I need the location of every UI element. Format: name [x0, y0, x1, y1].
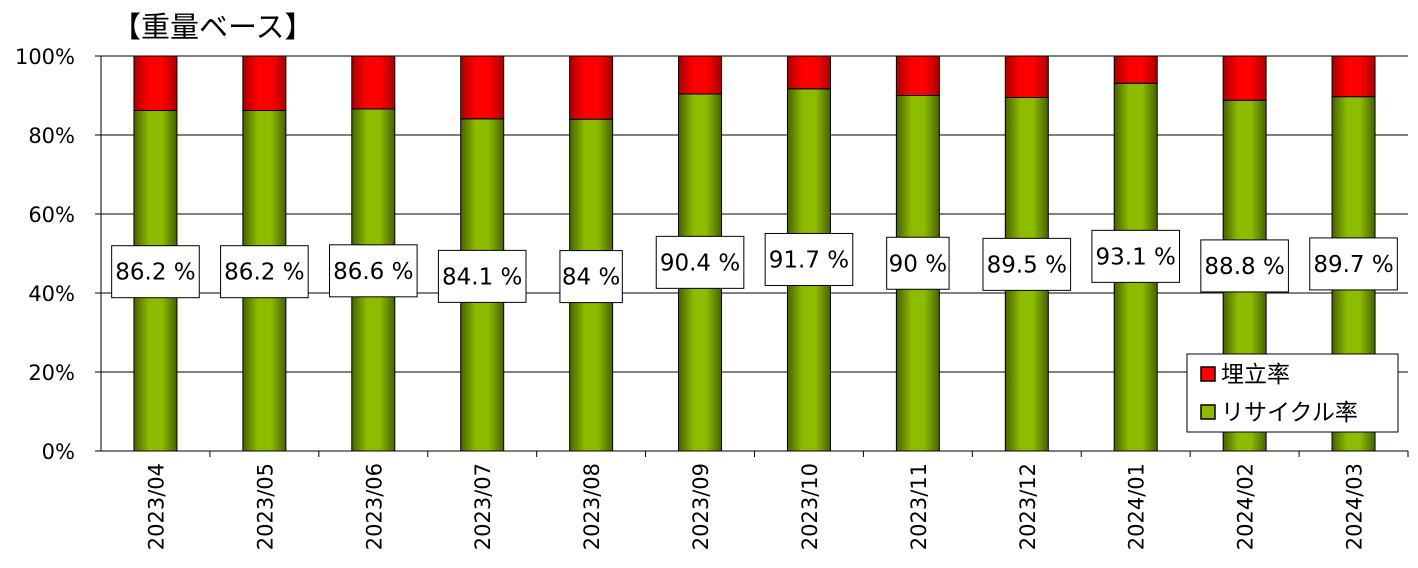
chart-title: 【重量ベース】	[112, 10, 314, 44]
data-label-box	[111, 245, 200, 299]
data-label: 90.4 %	[660, 250, 740, 276]
y-tick-label: 0%	[42, 440, 75, 464]
data-label-box	[886, 236, 950, 290]
x-tick-label: 2023/08	[580, 463, 604, 550]
data-label: 86.2 %	[224, 260, 304, 286]
y-tick-label: 80%	[28, 124, 75, 148]
bar-landfill-rate	[569, 55, 614, 120]
x-tick-label: 2024/01	[1125, 463, 1149, 550]
data-label: 89.5 %	[987, 252, 1067, 278]
bar-landfill-rate	[242, 55, 287, 112]
y-tick-label: 20%	[28, 361, 75, 385]
x-tick-label: 2023/07	[471, 463, 495, 550]
legend-box	[1186, 353, 1399, 433]
data-label: 86.2 %	[115, 260, 195, 286]
data-label: 84 %	[562, 265, 620, 291]
bar-landfill-rate	[1331, 55, 1376, 98]
data-label: 88.8 %	[1204, 254, 1284, 280]
data-label-box	[220, 245, 309, 299]
x-tick-label: 2023/10	[798, 463, 822, 550]
bar-landfill-rate	[1222, 55, 1267, 101]
y-tick-label: 60%	[28, 203, 75, 227]
data-label: 93.1 %	[1096, 244, 1176, 270]
x-tick-label: 2023/05	[253, 463, 277, 550]
bar-landfill-rate	[1113, 55, 1158, 84]
data-label: 89.7 %	[1313, 252, 1393, 278]
bar-landfill-rate	[460, 55, 505, 120]
x-tick-label: 2024/03	[1343, 463, 1367, 550]
bar-landfill-rate	[133, 55, 178, 112]
bar-landfill-rate	[786, 55, 831, 90]
x-tick-label: 2023/11	[907, 463, 931, 550]
x-tick-label: 2023/04	[144, 463, 168, 550]
bar-landfill-rate	[895, 55, 940, 96]
data-label: 86.6 %	[333, 259, 413, 285]
legend-swatch	[1200, 404, 1216, 420]
data-label-box	[1309, 237, 1398, 291]
data-label-box	[559, 250, 623, 304]
data-label-box	[655, 235, 745, 289]
data-label-box	[1091, 229, 1181, 283]
data-label-box	[437, 249, 527, 303]
data-label-box	[1200, 239, 1289, 293]
x-tick-label: 2023/09	[689, 463, 713, 550]
x-tick-label: 2023/12	[1016, 463, 1040, 550]
bar-landfill-rate	[351, 55, 396, 110]
legend-label: リサイクル率	[1221, 400, 1358, 426]
bar-landfill-rate	[678, 55, 723, 95]
y-tick-label: 40%	[28, 282, 75, 306]
data-label-box	[328, 244, 418, 298]
x-tick-label: 2024/02	[1234, 463, 1258, 550]
data-label: 91.7 %	[769, 247, 849, 273]
x-tick-label: 2023/06	[362, 463, 386, 550]
data-label: 90 %	[889, 251, 947, 277]
legend-swatch	[1200, 366, 1216, 382]
bar-landfill-rate	[1004, 55, 1049, 98]
data-label-box	[982, 237, 1072, 291]
data-label-box	[764, 232, 854, 286]
y-tick-label: 100%	[15, 45, 75, 69]
data-label: 84.1 %	[442, 264, 522, 290]
legend-label: 埋立率	[1221, 362, 1290, 388]
